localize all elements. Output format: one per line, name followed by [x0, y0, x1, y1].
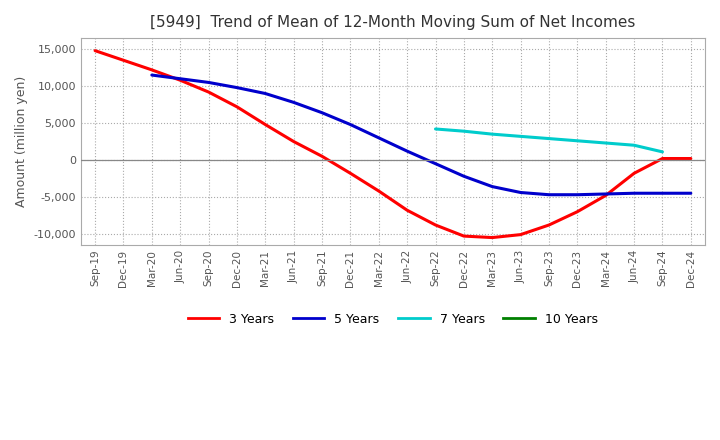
5 Years [516, 190, 525, 195]
5 Years [431, 161, 440, 166]
5 Years [318, 110, 326, 115]
5 Years [233, 85, 241, 90]
7 Years [459, 128, 468, 134]
3 Years [516, 232, 525, 237]
5 Years [459, 174, 468, 179]
7 Years [658, 149, 667, 154]
3 Years [658, 156, 667, 161]
7 Years [601, 140, 610, 146]
3 Years [459, 234, 468, 239]
5 Years [658, 191, 667, 196]
7 Years [488, 132, 497, 137]
3 Years [573, 209, 582, 214]
5 Years [601, 191, 610, 197]
3 Years [176, 77, 184, 83]
5 Years [346, 122, 355, 127]
3 Years [148, 67, 156, 73]
Line: 7 Years: 7 Years [436, 129, 662, 152]
5 Years [488, 184, 497, 189]
3 Years [601, 193, 610, 198]
7 Years [573, 138, 582, 143]
5 Years [176, 76, 184, 81]
3 Years [346, 171, 355, 176]
3 Years [318, 154, 326, 159]
5 Years [204, 80, 213, 85]
Legend: 3 Years, 5 Years, 7 Years, 10 Years: 3 Years, 5 Years, 7 Years, 10 Years [188, 312, 598, 326]
Line: 3 Years: 3 Years [95, 51, 690, 238]
3 Years [289, 139, 298, 144]
5 Years [686, 191, 695, 196]
7 Years [516, 134, 525, 139]
5 Years [289, 100, 298, 105]
3 Years [233, 104, 241, 110]
3 Years [686, 156, 695, 161]
3 Years [544, 222, 553, 227]
7 Years [431, 126, 440, 132]
3 Years [488, 235, 497, 240]
5 Years [374, 135, 383, 140]
5 Years [573, 192, 582, 198]
5 Years [148, 73, 156, 78]
3 Years [402, 208, 411, 213]
3 Years [119, 58, 127, 63]
Y-axis label: Amount (million yen): Amount (million yen) [15, 76, 28, 207]
3 Years [630, 171, 639, 176]
5 Years [261, 91, 269, 96]
Line: 5 Years: 5 Years [152, 75, 690, 195]
7 Years [544, 136, 553, 141]
3 Years [91, 48, 99, 53]
3 Years [204, 89, 213, 95]
5 Years [630, 191, 639, 196]
3 Years [431, 222, 440, 227]
5 Years [402, 148, 411, 154]
Title: [5949]  Trend of Mean of 12-Month Moving Sum of Net Incomes: [5949] Trend of Mean of 12-Month Moving … [150, 15, 636, 30]
3 Years [261, 122, 269, 127]
7 Years [630, 143, 639, 148]
3 Years [374, 188, 383, 194]
5 Years [544, 192, 553, 198]
